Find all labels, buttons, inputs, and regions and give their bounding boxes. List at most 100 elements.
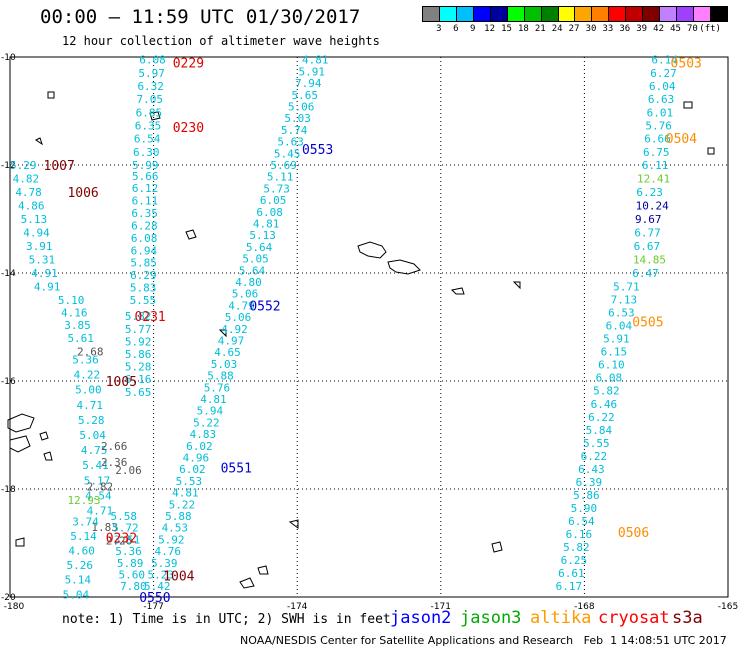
wave-height-value: 5.61 — [67, 332, 94, 345]
wave-height-value: 6.67 — [634, 240, 661, 253]
wave-height-value: 5.29 — [10, 159, 37, 172]
pass-time-label: 0231 — [134, 310, 165, 325]
wave-height-value: 6.94 — [131, 244, 158, 257]
wave-height-value: 5.03 — [284, 112, 311, 125]
wave-height-value: 6.16 — [566, 528, 593, 541]
wave-height-value: 6.10 — [598, 359, 625, 372]
y-tick-label: -16 — [1, 377, 16, 387]
wave-height-value: 5.74 — [281, 124, 308, 137]
wave-height-value: 2.36 — [101, 456, 128, 469]
wave-height-value: 2.26 — [106, 534, 133, 547]
map-frame — [9, 56, 729, 598]
map-grid: -180 -177 -174 -171 -168 -165 -10 -12 -14 -16 -18 -… — [1, 53, 738, 612]
wave-height-value: 5.82 — [563, 541, 590, 554]
wave-height-value: 5.14 — [70, 530, 97, 543]
wave-height-value: 6.77 — [634, 227, 661, 240]
island-samoa-east — [387, 259, 421, 275]
wave-height-value: 5.65 — [291, 89, 318, 102]
island-samoa-west — [357, 241, 387, 259]
legend-label: 39 — [636, 24, 648, 34]
legend-label: 24 — [551, 24, 563, 34]
pass-time-label: 0229 — [173, 56, 204, 71]
pass-time-label: 1006 — [67, 186, 98, 201]
islet-4 — [35, 137, 43, 146]
island-niue — [491, 541, 503, 553]
wave-height-value: 7.94 — [295, 77, 322, 90]
wave-height-value: 9.67 — [635, 213, 662, 226]
islet-2 — [683, 101, 693, 109]
wave-height-value: 6.43 — [578, 463, 605, 476]
legend-label: 27 — [568, 24, 580, 34]
mission-label: jason3 — [460, 608, 522, 628]
wave-height-value: 5.86 — [573, 489, 600, 502]
wave-height-value: 4.96 — [183, 452, 210, 465]
legend-swatch — [473, 7, 491, 21]
wave-height-value: 5.22 — [193, 416, 220, 429]
wave-height-value: 5.90 — [571, 502, 598, 515]
wave-height-value: 4.91 — [31, 267, 58, 280]
y-tick-label: -12 — [1, 161, 16, 171]
wave-height-value: 5.92 — [125, 335, 152, 348]
tonga-a — [239, 577, 255, 589]
x-tick-label: -180 — [4, 602, 25, 612]
track-values: 6.085.976.327.056.856.356.546.305.995.29… — [10, 54, 678, 602]
wave-height-value: 6.05 — [260, 194, 287, 207]
islet-6 — [512, 281, 521, 290]
legend-label: 15 — [501, 24, 512, 34]
fiji-d — [15, 537, 25, 547]
credit-line: NOAA/NESDIS Center for Satellite Applica… — [240, 634, 727, 647]
legend-label: 33 — [602, 24, 614, 34]
wave-height-value: 5.06 — [225, 311, 252, 324]
wave-height-value: 5.82 — [125, 310, 152, 323]
island-tau — [450, 287, 465, 295]
x-tick-label: -171 — [431, 602, 451, 612]
legend-swatch — [694, 7, 711, 21]
land-outlines — [7, 91, 715, 589]
pass-time-label: 0550 — [139, 591, 170, 606]
wave-height-value: 6.29 — [130, 269, 157, 282]
wave-height-value: 5.94 — [197, 405, 224, 418]
wave-height-value: 4.65 — [214, 346, 241, 359]
mission-label: altika — [530, 608, 592, 628]
wave-height-value: 5.00 — [75, 384, 102, 397]
wave-height-value: 4.81 — [172, 487, 199, 500]
wave-height-value: 6.11 — [132, 195, 159, 208]
legend-label: 3 — [436, 24, 442, 34]
wave-height-value: 6.08 — [596, 372, 623, 385]
pass-time-label: 0230 — [173, 121, 204, 136]
wave-height-value: 6.35 — [131, 207, 158, 220]
wave-height-value: 14.85 — [633, 254, 666, 267]
wave-height-value: 6.04 — [606, 320, 633, 333]
wave-height-value: 4.86 — [18, 200, 44, 213]
mission-label: cryosat — [598, 608, 670, 628]
wave-height-value: 5.26 — [66, 559, 93, 572]
wave-height-value: 5.39 — [151, 557, 178, 570]
wave-height-value: 4.81 — [302, 54, 329, 67]
wave-height-value: 6.12 — [132, 182, 159, 195]
wave-height-value: 5.97 — [138, 67, 165, 80]
wave-height-value: 5.89 — [117, 557, 144, 570]
wave-height-value: 5.91 — [298, 65, 325, 78]
islet-3 — [707, 147, 715, 155]
wave-height-value: 6.61 — [558, 567, 585, 580]
legend-label: 70 — [686, 24, 698, 34]
island-niuafoou — [47, 91, 55, 99]
wave-height-value: 5.73 — [263, 182, 290, 195]
legend-swatch — [643, 7, 661, 21]
wave-height-value: 6.22 — [588, 411, 615, 424]
pass-time-label: 0551 — [221, 461, 252, 476]
wave-height-value: 6.28 — [131, 219, 158, 232]
pass-time-label: 0503 — [671, 56, 702, 71]
wave-height-value: 6.53 — [608, 307, 635, 320]
legend-label: 6 — [453, 24, 459, 34]
map-subtitle: 12 hour collection of altimeter wave hei… — [62, 34, 380, 48]
wave-height-value: 4.79 — [228, 299, 255, 312]
wave-height-value: 6.27 — [650, 67, 677, 80]
wave-height-value: 5.53 — [176, 475, 203, 488]
wave-height-value: 6.08 — [139, 54, 166, 67]
wave-height-value: 6.46 — [591, 398, 618, 411]
wave-height-value: 6.02 — [186, 440, 213, 453]
wave-height-value: 6.23 — [636, 186, 663, 199]
wave-height-value: 5.99 — [132, 159, 159, 172]
wave-height-value: 6.85 — [136, 106, 163, 119]
